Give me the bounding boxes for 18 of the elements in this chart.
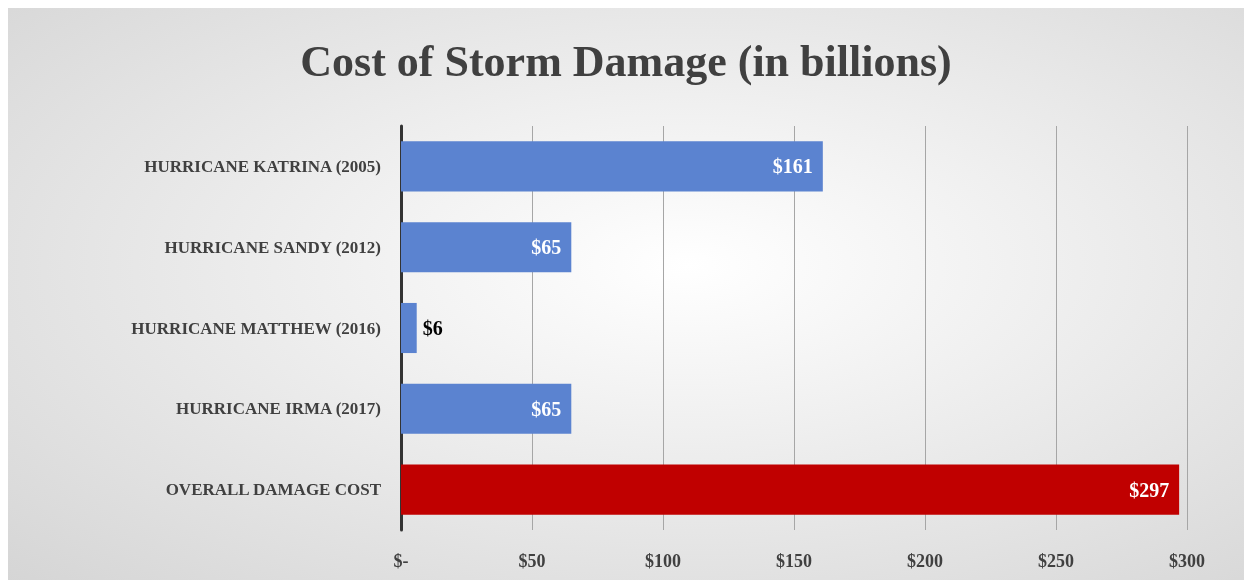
x-tick-label: $150 <box>776 551 812 571</box>
x-tick-label: $100 <box>645 551 681 571</box>
y-tick-label: HURRICANE MATTHEW (2016) <box>131 318 381 338</box>
x-tick-label: $200 <box>907 551 943 571</box>
x-tick-label: $250 <box>1038 551 1074 571</box>
data-label: $65 <box>531 397 562 420</box>
y-tick-label: HURRICANE SANDY (2012) <box>164 237 381 257</box>
y-tick-label: HURRICANE IRMA (2017) <box>176 399 381 419</box>
data-label: $6 <box>422 317 443 339</box>
data-label: $65 <box>531 236 562 259</box>
data-label: $297 <box>1129 478 1170 501</box>
data-label: $161 <box>772 155 813 178</box>
x-tick-label: $300 <box>1169 551 1205 571</box>
y-tick-label: HURRICANE KATRINA (2005) <box>144 156 381 176</box>
x-tick-label: $50 <box>518 551 546 571</box>
chart-title: Cost of Storm Damage (in billions) <box>300 36 952 86</box>
x-tick-label: $- <box>393 551 409 571</box>
y-tick-label: OVERALL DAMAGE COST <box>165 480 382 500</box>
